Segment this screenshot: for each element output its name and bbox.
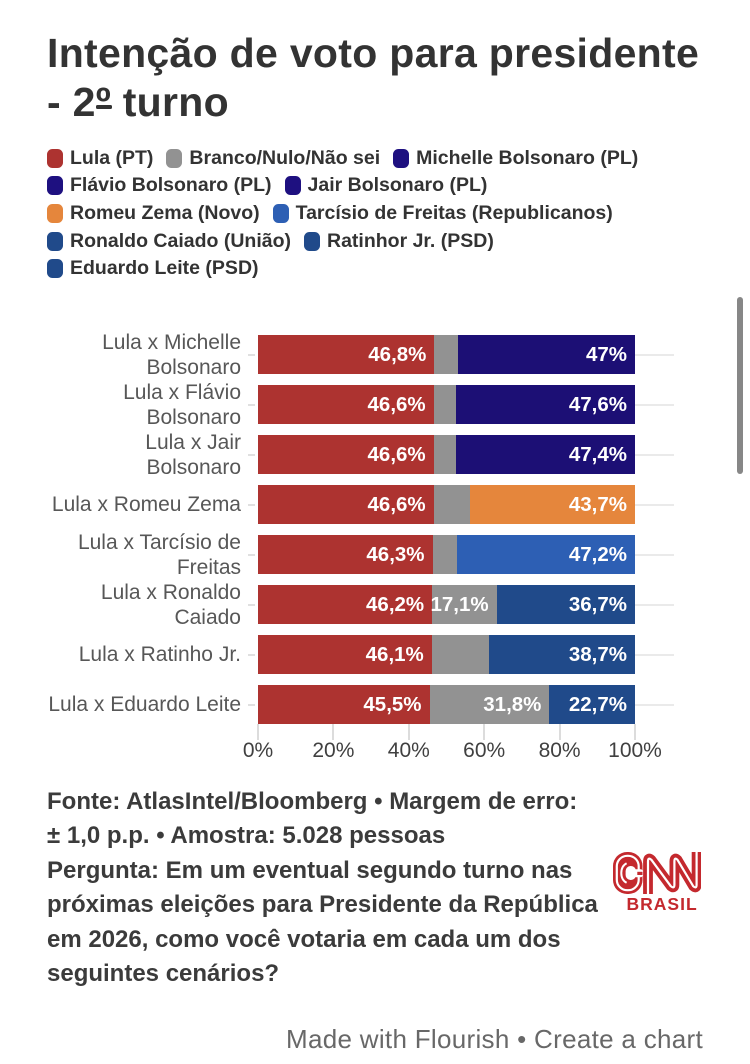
svg-text:BRASIL: BRASIL [627,894,698,914]
